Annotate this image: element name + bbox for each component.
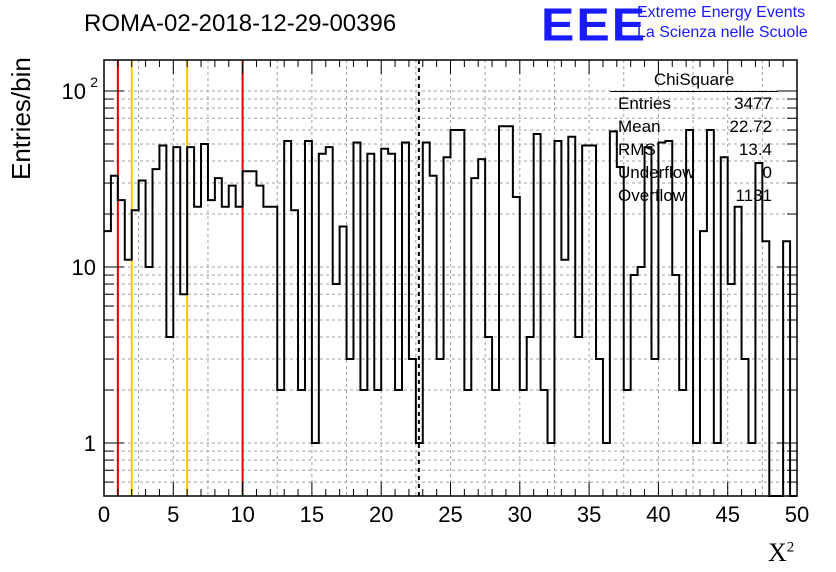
- x-tick-label: 20: [369, 502, 393, 527]
- logo-line-2: La Scienza nelle Scuole: [637, 24, 808, 41]
- eee-logo-mark: EEE: [541, 0, 648, 51]
- x-tick-label: 45: [715, 502, 739, 527]
- stats-row: Entries 3477: [610, 92, 778, 115]
- x-axis-label: X2: [768, 538, 794, 568]
- stats-row: Mean 22.72: [610, 115, 778, 138]
- y-tick-label: 1: [84, 431, 96, 456]
- x-tick-label: 15: [300, 502, 324, 527]
- stats-row-value: 0: [762, 163, 772, 182]
- logo-line-1: Extreme Energy Events: [637, 4, 806, 21]
- stats-row-value: 3477: [734, 94, 772, 113]
- x-tick-label: 5: [167, 502, 179, 527]
- y-axis-label: Entries/bin: [6, 57, 36, 180]
- x-tick-label: 40: [646, 502, 670, 527]
- x-tick-label: 50: [785, 502, 809, 527]
- stats-box: ChiSquare Entries 3477 Mean 22.72 RMS 13.4 Und…: [610, 70, 778, 207]
- stats-row: RMS 13.4: [610, 138, 778, 161]
- stats-row-label: Mean: [618, 117, 661, 136]
- x-tick-label: 30: [508, 502, 532, 527]
- stats-row-value: 13.4: [738, 140, 772, 159]
- stats-row-label: Overflow: [618, 186, 686, 205]
- run-title: ROMA-02-2018-12-29-00396: [84, 10, 397, 37]
- histogram-outline: [104, 125, 797, 497]
- stats-row: Underflow 0: [610, 161, 778, 184]
- stats-row-label: Entries: [618, 94, 671, 113]
- x-tick-label: 0: [98, 502, 110, 527]
- stats-row-label: RMS: [618, 140, 656, 159]
- x-axis-ticks: 0 5 10 15 20 25 30 35 40 45 50: [98, 60, 809, 527]
- stats-row: Overflow 1131: [610, 184, 778, 207]
- x-tick-label: 10: [230, 502, 254, 527]
- x-tick-label: 35: [577, 502, 601, 527]
- x-axis-label-base: X: [768, 538, 787, 567]
- stats-rows: Entries 3477 Mean 22.72 RMS 13.4 Underflow 0 Ove…: [610, 92, 778, 207]
- stats-title: ChiSquare: [610, 70, 778, 92]
- y-tick-label: 10: [72, 255, 96, 280]
- stats-row-value: 1131: [735, 186, 772, 205]
- x-tick-label: 25: [438, 502, 462, 527]
- y-tick-label: 10: [62, 79, 86, 104]
- stats-row-value: 22.72: [729, 117, 772, 136]
- x-axis-label-superscript: 2: [786, 539, 795, 556]
- y-tick-label-exponent: 2: [90, 74, 98, 90]
- stats-row-label: Underflow: [618, 163, 695, 182]
